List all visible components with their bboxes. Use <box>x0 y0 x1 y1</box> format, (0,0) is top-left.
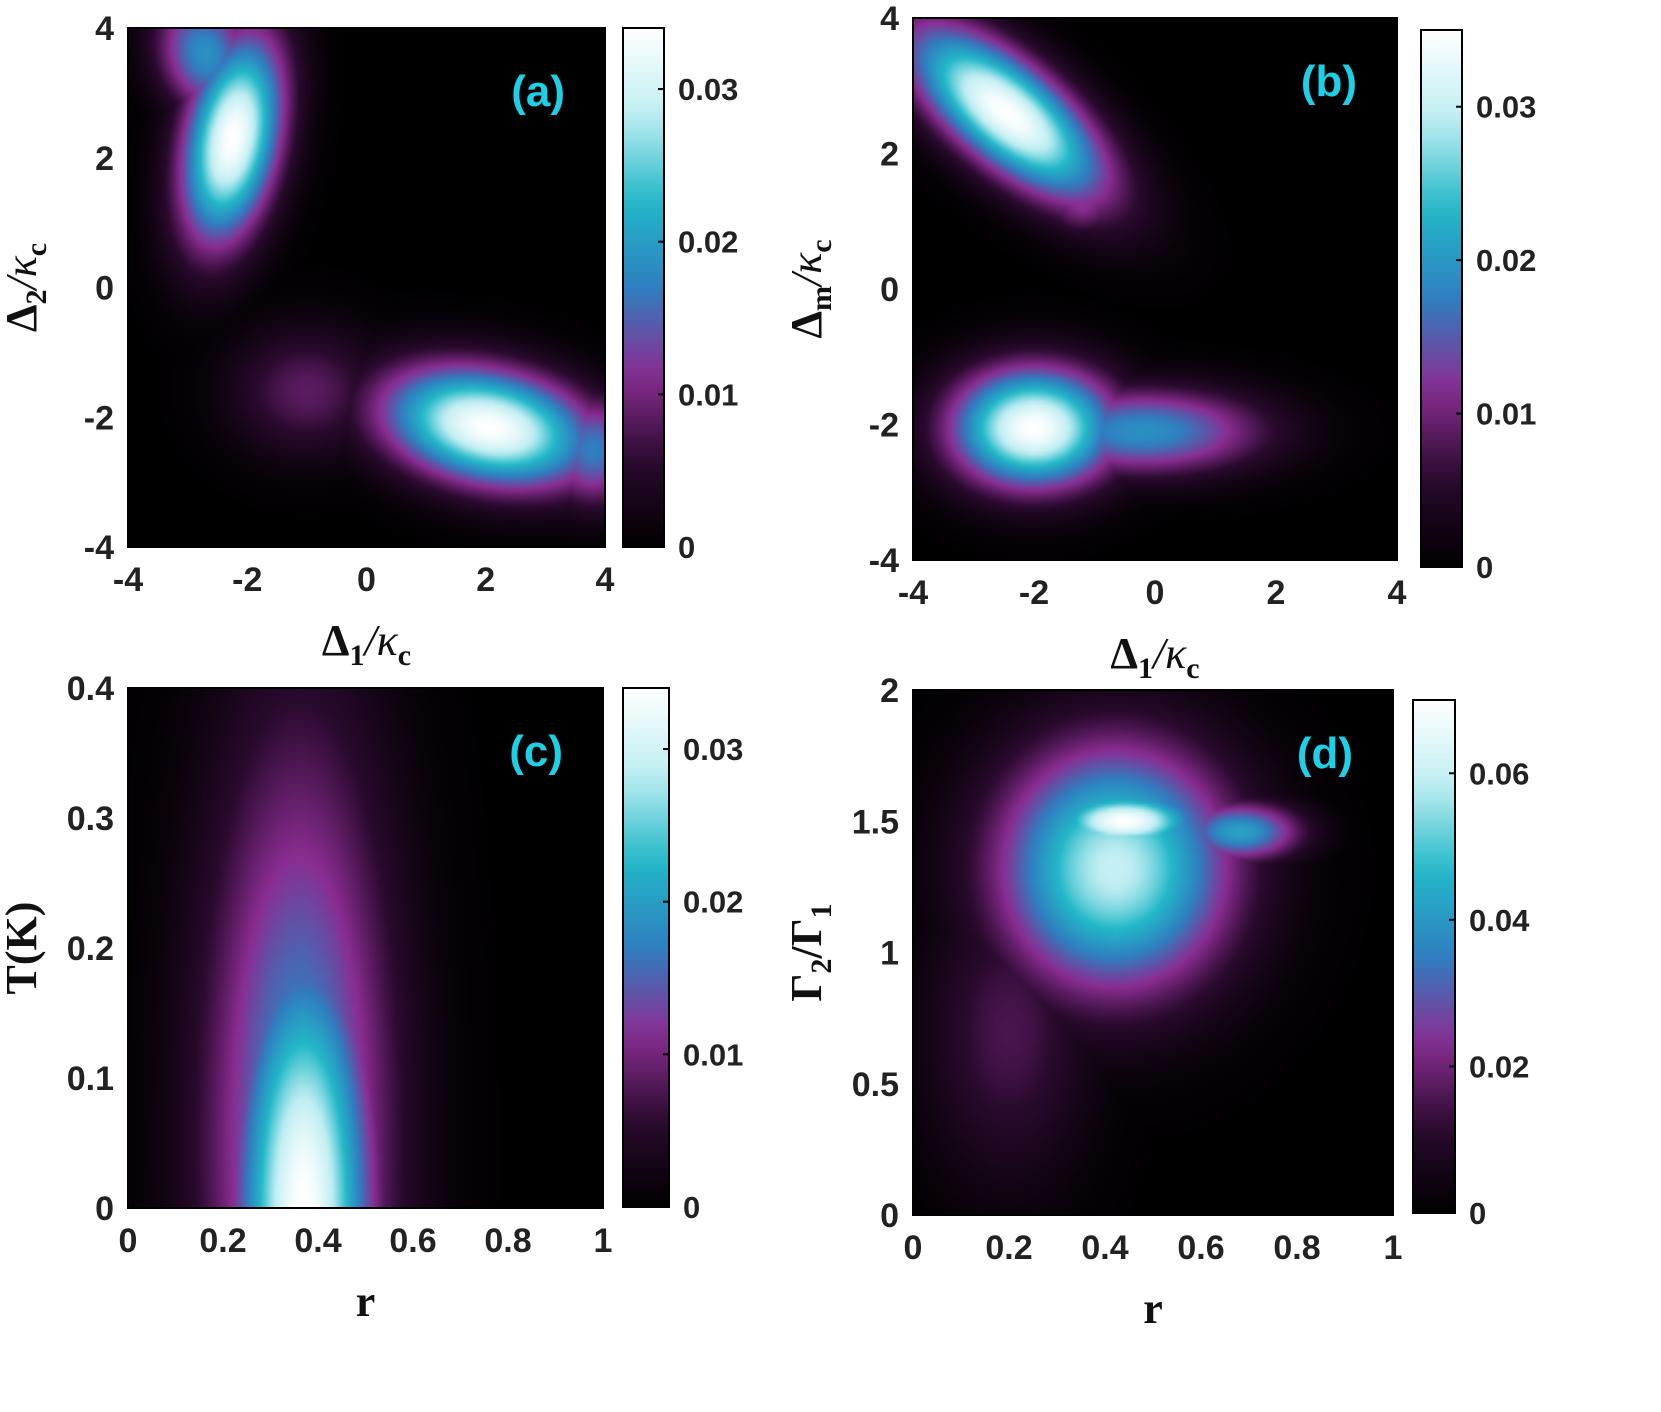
y-tick-label: 0.5 <box>852 1066 899 1104</box>
x-tick-label: 0.2 <box>985 1229 1032 1267</box>
panel-c: 0 0.2 0.4 0.6 0.8 1 0 0.1 0.2 0.3 0.4 r T(K) (c) 0 0.01… <box>0 670 743 1326</box>
x-tick-label: 4 <box>1388 574 1407 612</box>
colorbar-tick-label: 0 <box>1469 1196 1486 1231</box>
colorbar <box>1412 699 1456 1214</box>
y-tick-label: 4 <box>880 0 899 38</box>
y-tick-label: 0.2 <box>67 930 114 968</box>
x-tick-label: -4 <box>113 561 143 599</box>
y-tick-label: 0.4 <box>67 670 114 708</box>
x-tick-label: 0 <box>357 561 376 599</box>
plot-frame <box>912 689 1394 1216</box>
x-tick-label: 1 <box>1384 1229 1403 1267</box>
y-tick-label: 0.3 <box>67 800 114 838</box>
colorbar-tick-label: 0.03 <box>1476 90 1536 125</box>
y-tick-label: 0 <box>95 1190 114 1228</box>
heatmap-image <box>128 28 605 547</box>
colorbar-tick-label: 0.01 <box>683 1037 743 1072</box>
x-axis-label: r <box>356 1277 376 1326</box>
y-tick-label: 0 <box>880 1197 899 1235</box>
x-tick-label: 0.8 <box>1273 1229 1320 1267</box>
x-tick-label: 0.6 <box>389 1222 436 1260</box>
y-axis-label: Δ2/κc <box>0 243 53 332</box>
x-tick-label: -2 <box>232 561 262 599</box>
x-tick-label: 0.4 <box>1081 1229 1128 1267</box>
colorbar-tick-label: 0.03 <box>678 72 738 107</box>
colorbar <box>622 27 665 548</box>
colorbar-tick-label: 0.01 <box>678 377 738 412</box>
x-axis-label: r <box>1143 1284 1163 1333</box>
panel-label: (d) <box>1297 729 1353 778</box>
x-axis-label: Δ1/κc <box>1110 629 1199 685</box>
colorbar-tick-label: 0 <box>683 1190 700 1225</box>
y-tick-label: 2 <box>880 672 899 710</box>
y-tick-label: -4 <box>869 542 899 580</box>
x-tick-label: 0 <box>1146 574 1165 612</box>
colorbar-tick-label: 0.02 <box>683 885 743 920</box>
y-tick-label: -2 <box>869 407 899 445</box>
y-axis-label: T(K) <box>0 902 46 995</box>
panel-label: (a) <box>511 67 565 116</box>
y-tick-label: 2 <box>95 140 114 178</box>
colorbar-tick-label: 0.03 <box>683 732 743 767</box>
y-tick-label: 4 <box>95 10 114 48</box>
colorbar-tick-label: 0.01 <box>1476 397 1536 432</box>
colorbar-tick-label: 0 <box>678 530 695 565</box>
x-tick-label: 4 <box>596 561 615 599</box>
y-tick-label: 1.5 <box>852 803 899 841</box>
colorbar <box>622 687 670 1208</box>
x-tick-label: 1 <box>594 1222 613 1260</box>
x-axis-label: Δ1/κc <box>322 616 411 672</box>
x-tick-label: 0.6 <box>1177 1229 1224 1267</box>
colorbar-tick-label: 0.02 <box>1476 243 1536 278</box>
panel-label: (c) <box>509 727 563 776</box>
colorbar-tick-label: 0.04 <box>1469 903 1530 938</box>
x-tick-label: 0.2 <box>199 1222 246 1260</box>
x-tick-label: 2 <box>476 561 495 599</box>
panel-d: 0 0.2 0.4 0.6 0.8 1 0 0.5 1 1.5 2 r Γ2/Γ1 (d) 0 0.02 0.0… <box>782 672 1530 1333</box>
x-tick-label: 0 <box>119 1222 138 1260</box>
heatmap-image <box>913 18 1397 560</box>
plot-frame <box>127 687 604 1209</box>
x-tick-label: 0 <box>904 1229 923 1267</box>
y-tick-label: 0 <box>880 271 899 309</box>
plot-frame <box>912 17 1398 561</box>
y-tick-label: 2 <box>880 136 899 174</box>
colorbar-tick-label: 0 <box>1476 550 1493 585</box>
x-tick-label: -2 <box>1019 574 1049 612</box>
panel-b: -4 -2 0 2 4 -4 -2 0 2 4 Δ1/κc Δm/κc (b) 0 0.01 0.02 0.03 <box>782 0 1536 685</box>
panel-label: (b) <box>1301 57 1357 106</box>
y-axis-label: Δm/κc <box>782 239 838 338</box>
heatmap-image <box>128 688 603 1208</box>
colorbar <box>1420 29 1463 568</box>
x-tick-label: -4 <box>898 574 928 612</box>
plot-frame <box>127 27 606 548</box>
colorbar-tick-label: 0.02 <box>1469 1049 1529 1084</box>
x-tick-label: 0.4 <box>294 1222 341 1260</box>
x-tick-label: 2 <box>1267 574 1286 612</box>
y-tick-label: -2 <box>84 399 114 437</box>
y-tick-label: 1 <box>880 935 899 973</box>
y-tick-label: 0 <box>95 270 114 308</box>
colorbar-tick-label: 0.02 <box>678 225 738 260</box>
y-tick-label: -4 <box>84 529 114 567</box>
x-tick-label: 0.8 <box>484 1222 531 1260</box>
y-tick-label: 0.1 <box>67 1060 114 1098</box>
colorbar-tick-label: 0.06 <box>1469 756 1529 791</box>
heatmap-image <box>913 690 1393 1215</box>
y-axis-label: Γ2/Γ1 <box>782 903 838 1001</box>
panel-a: -4 -2 0 2 4 -4 -2 0 2 4 Δ1/κc Δ2/κc (a) 0 0.01 0.02 0.03 <box>0 10 738 672</box>
